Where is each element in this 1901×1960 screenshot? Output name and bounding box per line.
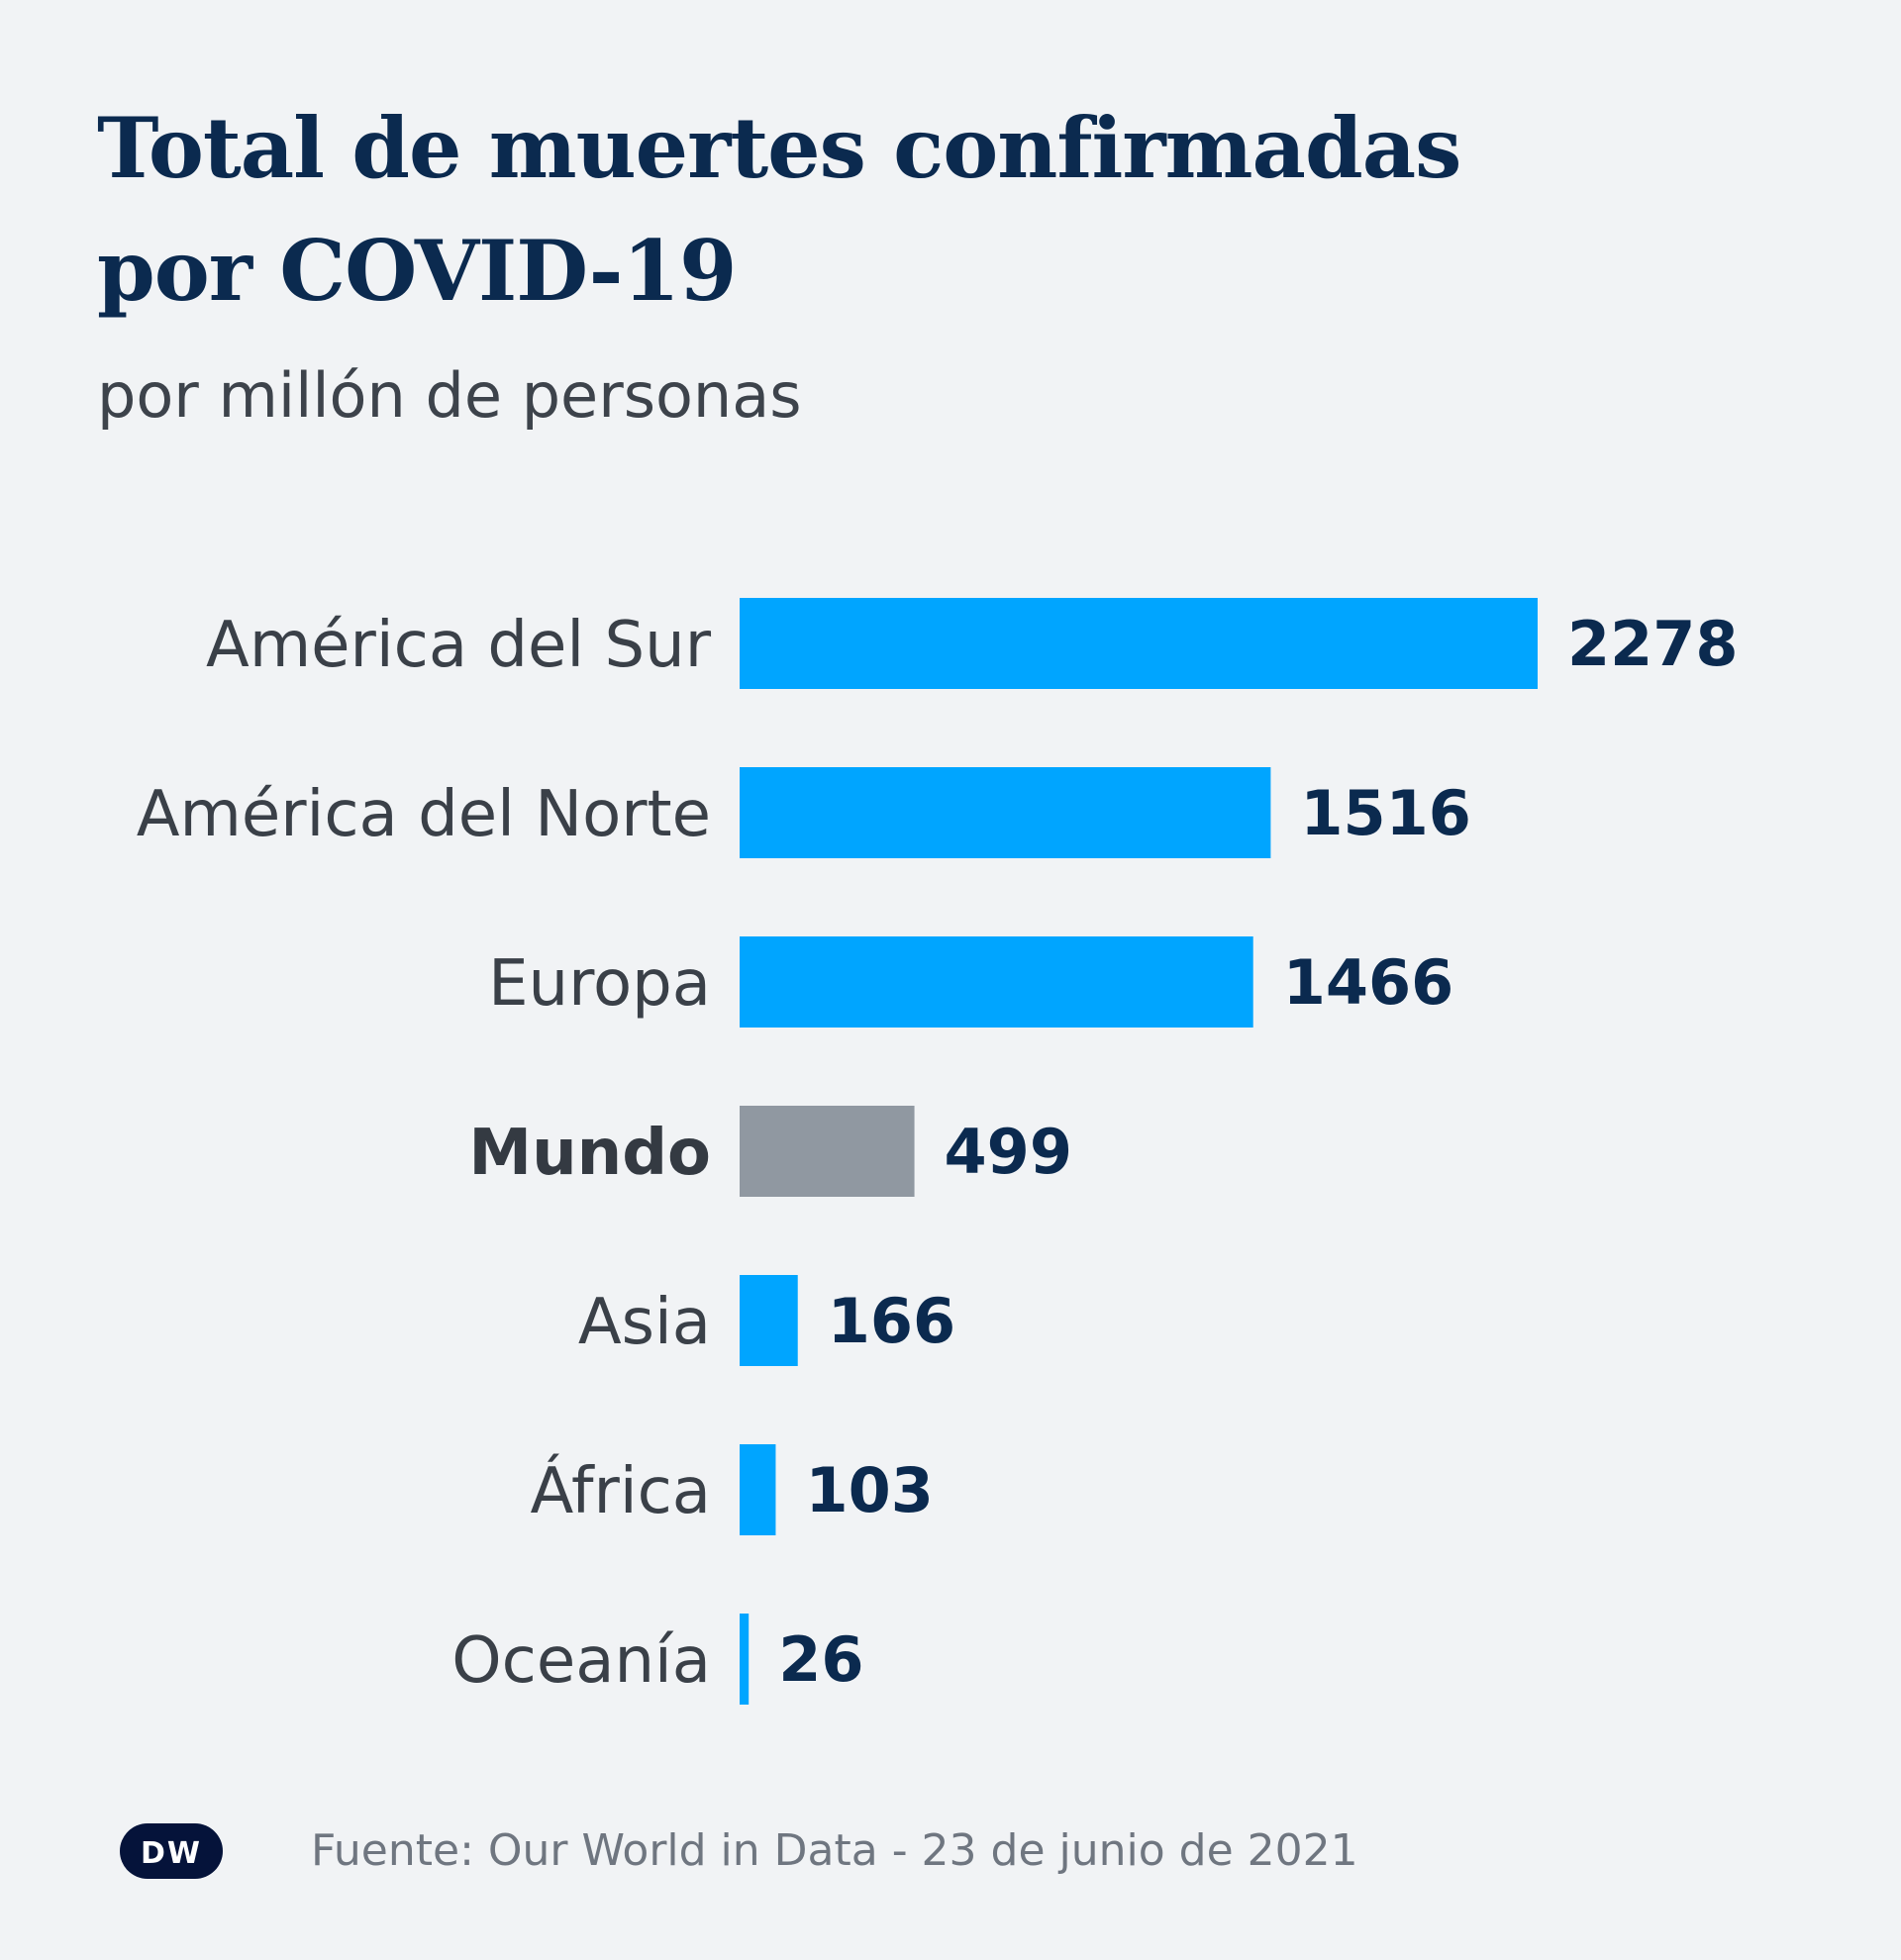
category-label-0: América del Sur xyxy=(206,609,712,682)
bar-6 xyxy=(740,1614,750,1705)
bar-1 xyxy=(740,767,1271,858)
bar-3 xyxy=(740,1106,915,1197)
bar-2 xyxy=(740,936,1253,1028)
bar-4 xyxy=(740,1275,798,1366)
chart-subtitle: por millón de personas xyxy=(97,359,802,432)
category-label-3: Mundo xyxy=(468,1117,711,1190)
category-label-6: Oceanía xyxy=(451,1624,711,1698)
chart-title: Total de muertes confirmadas por COVID-1… xyxy=(97,87,1780,333)
category-label-2: Europa xyxy=(488,947,711,1021)
bar-chart: América del Sur 2278 América del Norte 1516… xyxy=(137,598,1739,1705)
bar-0 xyxy=(740,598,1538,689)
bar-5 xyxy=(740,1444,776,1535)
value-label-3: 499 xyxy=(945,1116,1072,1188)
category-label-5: África xyxy=(530,1453,711,1528)
chart-title-line-1: Total de muertes confirmadas xyxy=(97,99,1461,197)
dw-logo-text: DW xyxy=(141,1836,202,1871)
bars-group: América del Sur 2278 América del Norte 1516… xyxy=(137,598,1739,1705)
chart-title-line-2: por COVID-19 xyxy=(97,222,737,320)
dw-logo: DW xyxy=(120,1823,223,1879)
source-note: Fuente: Our World in Data - 23 de junio … xyxy=(311,1825,1358,1876)
footer: DW xyxy=(119,1817,224,1885)
value-label-5: 103 xyxy=(805,1454,933,1526)
category-label-4: Asia xyxy=(578,1286,711,1359)
dw-logo-shape xyxy=(120,1823,223,1879)
value-label-6: 26 xyxy=(778,1623,863,1696)
category-label-1: América del Norte xyxy=(137,778,711,851)
value-label-0: 2278 xyxy=(1567,608,1739,680)
value-label-1: 1516 xyxy=(1300,777,1471,849)
value-label-4: 166 xyxy=(828,1285,955,1357)
value-label-2: 1466 xyxy=(1283,946,1454,1019)
